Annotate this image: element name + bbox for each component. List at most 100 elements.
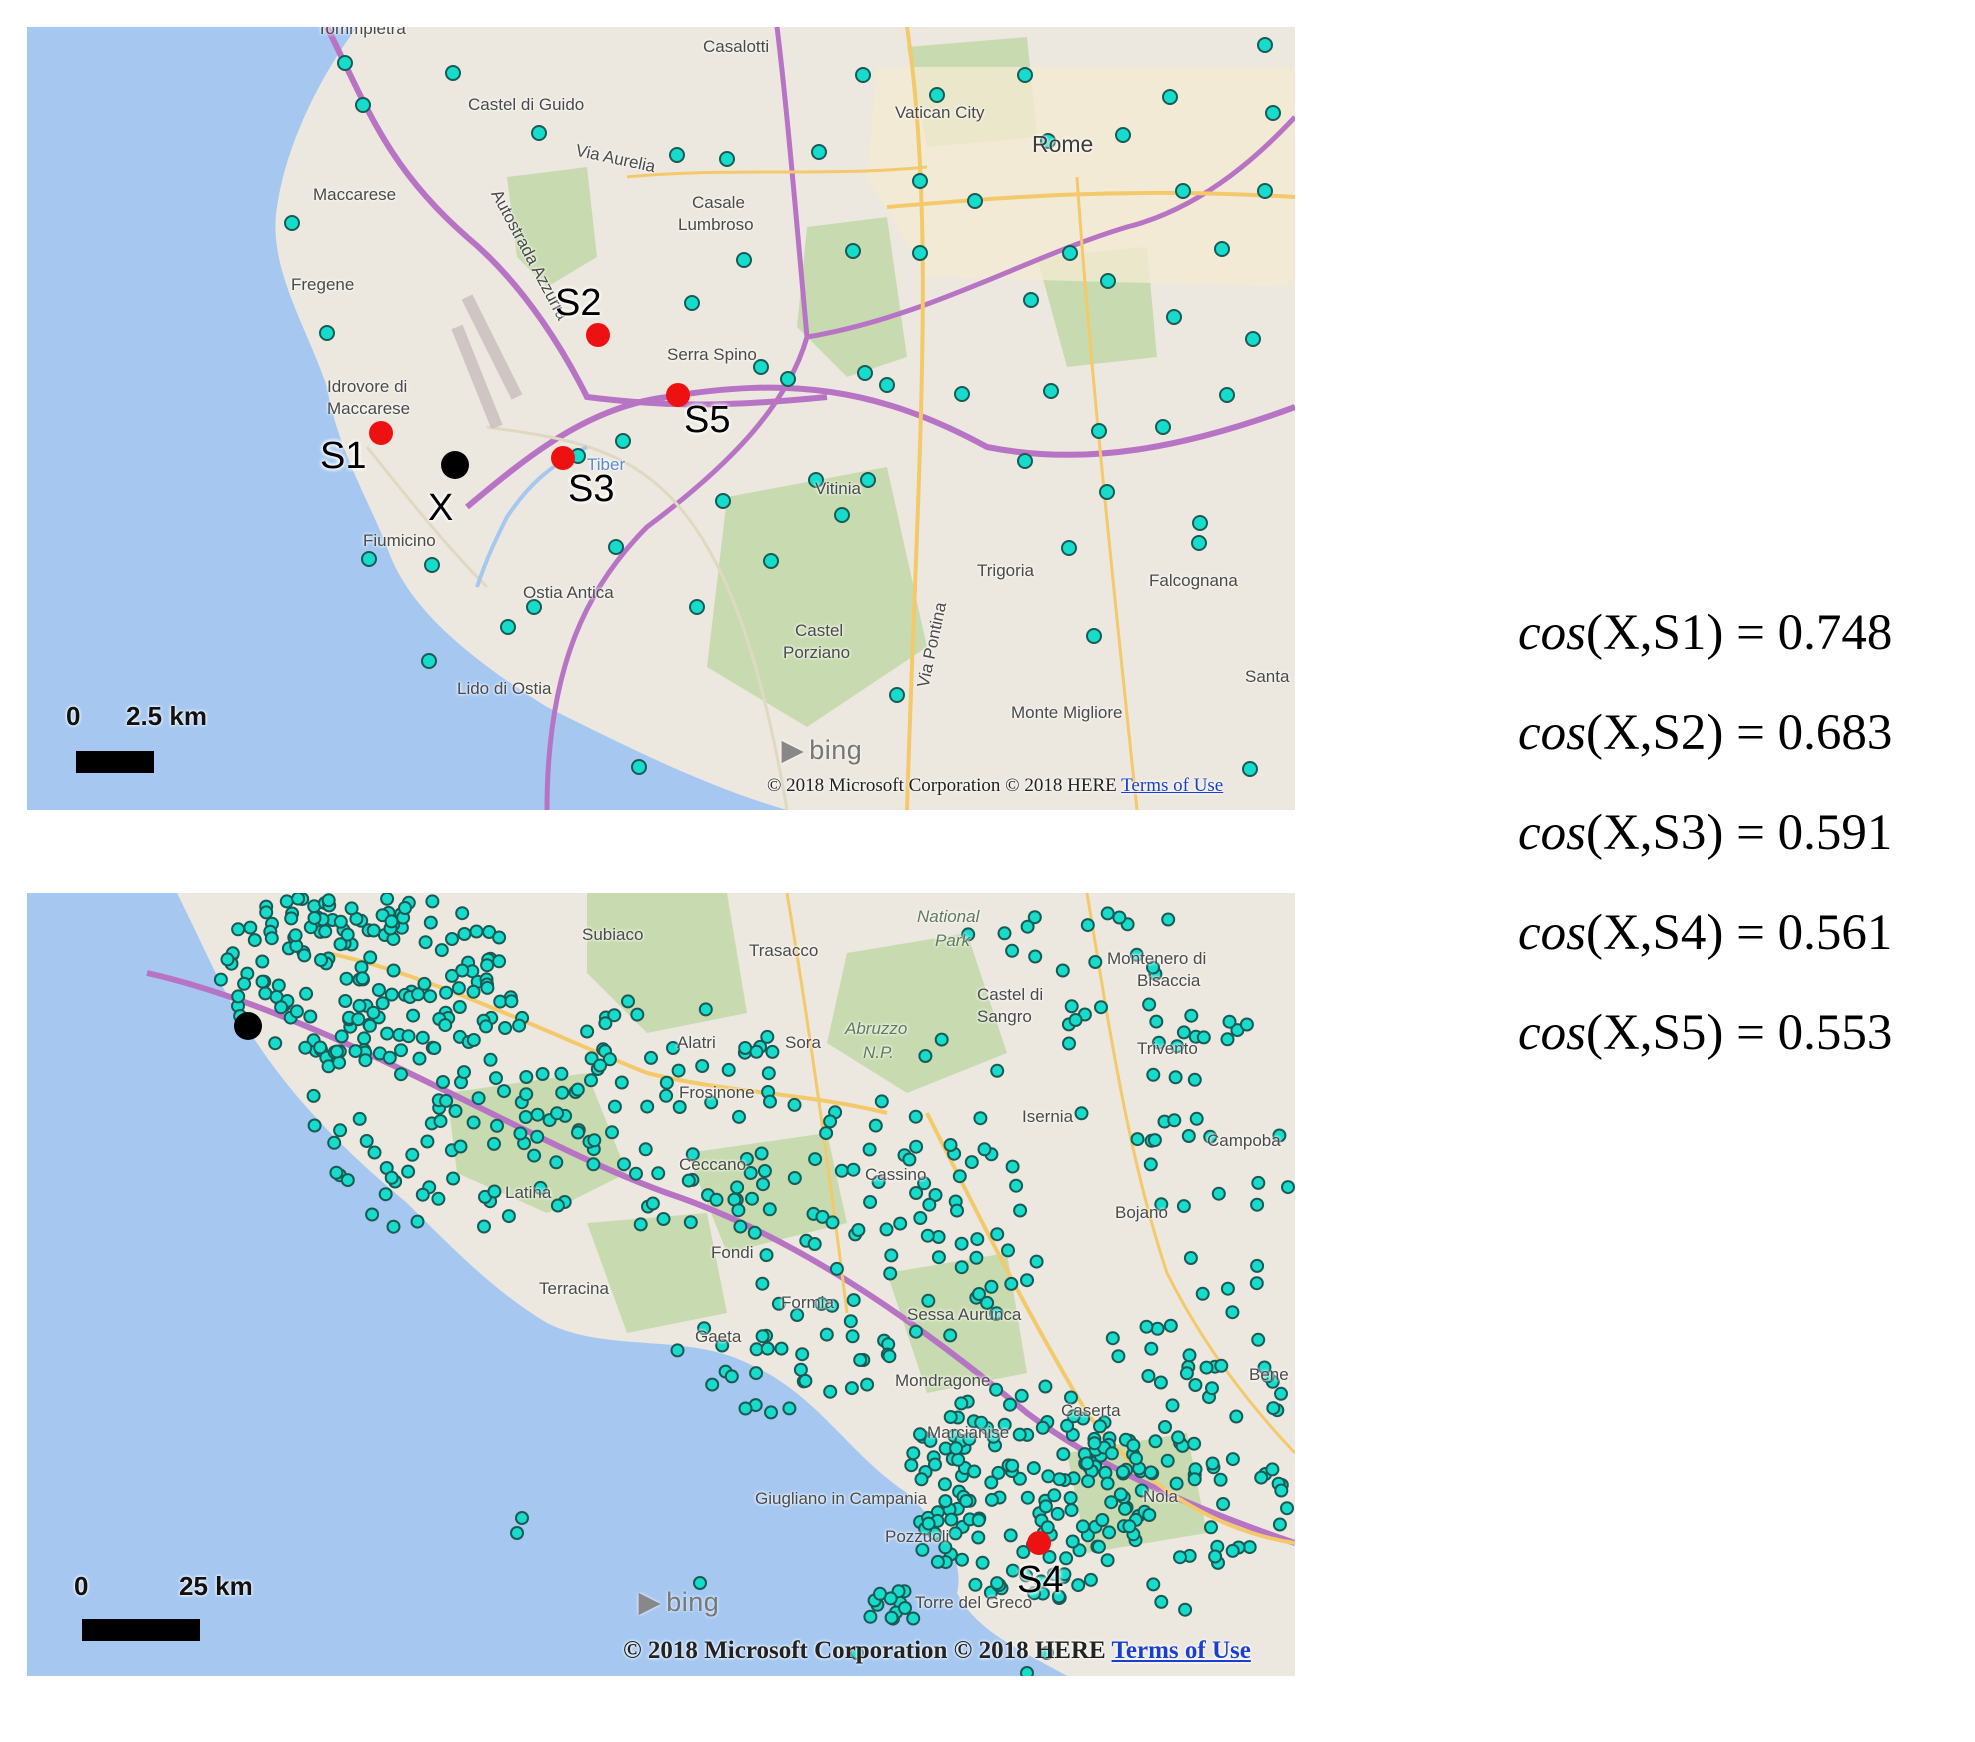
station-dot: [264, 931, 279, 946]
station-dot: [863, 1609, 878, 1624]
station-dot: [823, 1384, 838, 1399]
station-dot: [1141, 1369, 1156, 1383]
station-dot: [874, 1094, 889, 1109]
station-dot: [630, 1007, 645, 1022]
station-dot: [984, 1492, 999, 1507]
station-dot: [549, 1155, 564, 1170]
station-dot: [299, 986, 314, 1001]
station-dot: [358, 1053, 373, 1068]
station-dot: [883, 1266, 898, 1281]
terms-of-use-link[interactable]: Terms of Use: [1121, 775, 1224, 796]
marker-label-s2: S2: [555, 282, 602, 324]
station-dot: [753, 359, 769, 375]
station-dot: [823, 1114, 838, 1129]
place-label: Marcianise: [927, 1423, 1010, 1442]
station-dot: [1038, 1499, 1053, 1514]
station-dot: [782, 1401, 797, 1416]
station-dot: [1239, 1017, 1254, 1032]
station-dot: [1064, 1503, 1079, 1518]
place-label: Pozzuoli: [885, 1527, 950, 1546]
station-dot: [1205, 1381, 1219, 1396]
station-dot: [738, 1401, 753, 1416]
station-dot: [608, 539, 624, 555]
station-dot: [968, 1577, 983, 1592]
station-dot: [1020, 919, 1035, 934]
station-dot: [1028, 949, 1043, 964]
station-dot: [452, 1000, 467, 1014]
station-dot: [1091, 423, 1107, 439]
station-dot: [284, 911, 299, 926]
place-label: Maccarese: [313, 185, 397, 204]
station-dot: [1154, 1594, 1169, 1609]
station-dot: [1176, 1199, 1191, 1214]
station-dot: [819, 1126, 834, 1141]
station-dot: [1163, 1318, 1178, 1333]
station-dot: [1005, 1563, 1020, 1578]
place-label: Subiaco: [582, 925, 644, 944]
station-dot: [1005, 943, 1020, 958]
marker-label-s5: S5: [684, 399, 731, 441]
station-dot: [1146, 1067, 1161, 1082]
place-label: Castel di Guido: [468, 95, 585, 114]
station-dot: [352, 1111, 367, 1126]
station-dot: [760, 1341, 775, 1356]
station-dot: [453, 1139, 468, 1154]
station-dot: [1020, 1490, 1035, 1505]
place-label: Campoba: [1207, 1131, 1281, 1150]
place-label: Gaeta: [695, 1327, 742, 1346]
station-dot: [519, 1087, 534, 1102]
station-dot: [352, 998, 367, 1013]
station-dot: [1150, 1321, 1165, 1336]
station-dot: [962, 1432, 977, 1447]
station-dot: [1056, 1447, 1071, 1462]
station-dot: [974, 1415, 989, 1430]
place-label: Bojano: [1115, 1203, 1168, 1222]
station-dot: [868, 1118, 883, 1133]
place-label: Torre del Greco: [915, 1593, 1033, 1612]
map-top-panel[interactable]: Tommpietra Casalotti Castel di Guido Vat…: [27, 27, 1295, 810]
place-label: Castel: [795, 621, 844, 640]
station-dot: [361, 551, 377, 567]
station-dot: [1176, 1025, 1191, 1040]
station-dot: [923, 1433, 938, 1448]
station-dot: [917, 1176, 932, 1191]
station-dot: [1166, 309, 1182, 325]
station-dot: [1187, 1436, 1202, 1451]
station-dot: [656, 1212, 671, 1226]
station-dot: [1274, 1386, 1288, 1401]
station-dot: [719, 151, 735, 167]
similarity-row: cos(X,S1) = 0.748: [1518, 600, 1958, 700]
station-dot: [513, 1126, 528, 1141]
station-dot: [1115, 127, 1131, 143]
station-dot: [493, 994, 508, 1009]
station-dot: [1026, 1461, 1041, 1476]
marker-s2: [586, 323, 610, 347]
similarity-row: cos(X,S5) = 0.553: [1518, 1000, 1958, 1100]
station-dot: [355, 97, 371, 113]
map-bottom-panel[interactable]: Subiaco Trasacco National Park Montenero…: [27, 893, 1295, 1676]
station-dot: [1203, 1129, 1218, 1144]
terms-of-use-link[interactable]: Terms of Use: [1111, 1637, 1251, 1664]
place-label: Formia: [781, 1293, 834, 1312]
similarity-value: (X,S2) = 0.683: [1585, 705, 1893, 761]
similarity-row: cos(X,S2) = 0.683: [1518, 700, 1958, 800]
station-dot: [492, 930, 507, 945]
station-dot: [487, 1184, 502, 1199]
station-dot: [1274, 1483, 1289, 1498]
station-dot: [340, 1173, 355, 1188]
station-dot: [909, 1186, 924, 1200]
station-dot: [989, 1382, 1004, 1397]
station-dot: [367, 1145, 382, 1160]
station-dot: [698, 1002, 713, 1017]
station-dot: [950, 1203, 964, 1218]
station-dot: [319, 325, 335, 341]
station-dot: [715, 493, 731, 509]
station-dot: [271, 978, 286, 993]
station-dot: [1040, 1646, 1054, 1660]
station-dot: [1023, 292, 1039, 308]
station-dot: [363, 950, 378, 965]
station-dot: [898, 1601, 912, 1615]
station-dot: [721, 1062, 736, 1077]
station-dot: [405, 1147, 420, 1162]
station-dot: [401, 1164, 416, 1179]
